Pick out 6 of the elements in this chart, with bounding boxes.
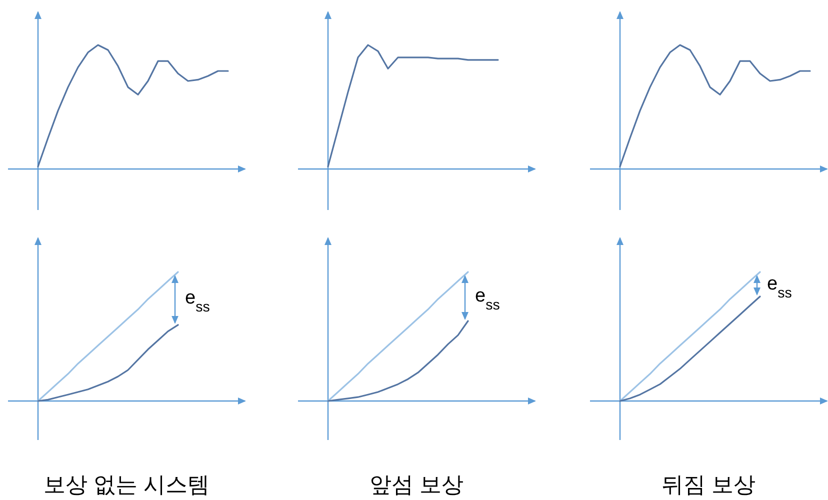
annotation: e$_{ss}$ <box>475 286 500 314</box>
x-axis-title: 보상 없는 시스템 <box>43 472 210 497</box>
x-axis-title: 앞섬 보상 <box>369 472 464 497</box>
annotation: e$_{ss}$ <box>185 287 210 316</box>
annotation: e$_{ss}$ <box>767 273 792 302</box>
x-axis-title: 뒤짐 보상 <box>661 472 756 497</box>
